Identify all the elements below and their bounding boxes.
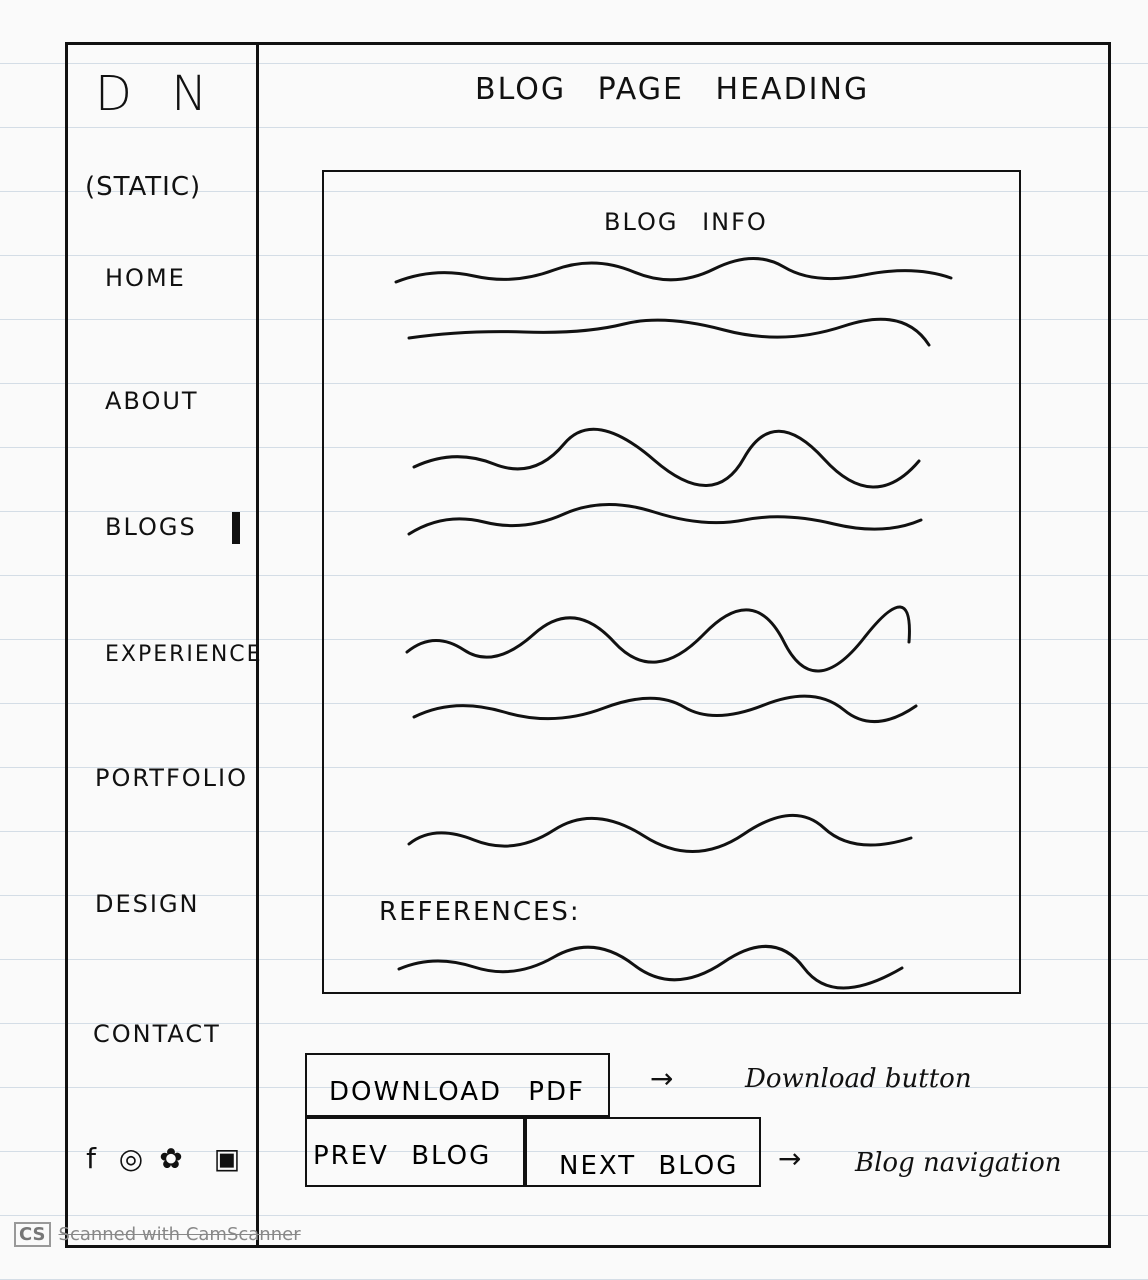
- nav-label-blogs: BLOGS: [105, 513, 197, 541]
- download-annotation: Download button: [745, 1064, 972, 1094]
- nav-label-contact: CONTACT: [93, 1020, 221, 1048]
- sidebar-item-contact[interactable]: CONTACT: [93, 1020, 221, 1048]
- wireframe-frame: [65, 42, 1111, 1248]
- navigation-annotation: Blog navigation: [855, 1148, 1062, 1178]
- placeholder-line: [412, 694, 918, 723]
- social-links: f ◎ ✿ ▣: [75, 1142, 243, 1175]
- camscanner-logo: CS: [14, 1222, 51, 1247]
- logo[interactable]: D N: [95, 66, 220, 122]
- blog-content-box: BLOG INFO REFERENCES:: [322, 170, 1021, 994]
- active-marker-icon: [232, 512, 241, 544]
- placeholder-line: [405, 605, 911, 673]
- annotation-arrow-icon: →: [778, 1142, 802, 1175]
- instagram-icon[interactable]: ◎: [118, 1142, 144, 1175]
- sidebar-item-about[interactable]: ABOUT: [105, 387, 199, 415]
- static-label: (STATIC): [85, 172, 202, 202]
- placeholder-line: [407, 503, 923, 536]
- page-title: BLOG PAGE HEADING: [475, 72, 870, 107]
- references-label: REFERENCES:: [379, 897, 581, 927]
- next-blog-button[interactable]: NEXT BLOG: [525, 1117, 761, 1187]
- nav-label-portfolio: PORTFOLIO: [95, 764, 248, 792]
- sidebar-item-blogs[interactable]: BLOGS: [105, 512, 241, 544]
- placeholder-line: [407, 814, 913, 853]
- scanner-text: Scanned with CamScanner: [58, 1224, 301, 1245]
- blog-info-label: BLOG INFO: [604, 208, 768, 236]
- placeholder-line: [407, 317, 931, 347]
- nav-label-about: ABOUT: [105, 387, 199, 415]
- sidebar-item-home[interactable]: HOME: [105, 264, 186, 292]
- facebook-icon[interactable]: f: [86, 1142, 96, 1175]
- scanner-watermark: CS Scanned with CamScanner: [14, 1222, 301, 1247]
- placeholder-line: [397, 944, 904, 990]
- annotation-arrow-icon: →: [650, 1062, 674, 1095]
- sidebar: D N (STATIC) HOME ABOUT BLOGS EXPERIENCE…: [65, 42, 261, 1248]
- prev-blog-button[interactable]: PREV BLOG: [305, 1117, 525, 1187]
- sidebar-item-portfolio[interactable]: PORTFOLIO: [95, 764, 248, 792]
- nav-label-experience: EXPERIENCE: [105, 642, 263, 667]
- nav-label-home: HOME: [105, 264, 186, 292]
- nav-label-design: DESIGN: [95, 890, 200, 918]
- github-icon[interactable]: ✿: [159, 1142, 183, 1175]
- sidebar-item-experience[interactable]: EXPERIENCE: [105, 642, 263, 667]
- text-placeholder-lines: [394, 257, 953, 990]
- placeholder-line: [412, 427, 921, 489]
- placeholder-line: [394, 257, 953, 284]
- linkedin-icon[interactable]: ▣: [213, 1142, 241, 1175]
- download-pdf-button[interactable]: DOWNLOAD PDF: [305, 1053, 610, 1117]
- sidebar-item-design[interactable]: DESIGN: [95, 890, 200, 918]
